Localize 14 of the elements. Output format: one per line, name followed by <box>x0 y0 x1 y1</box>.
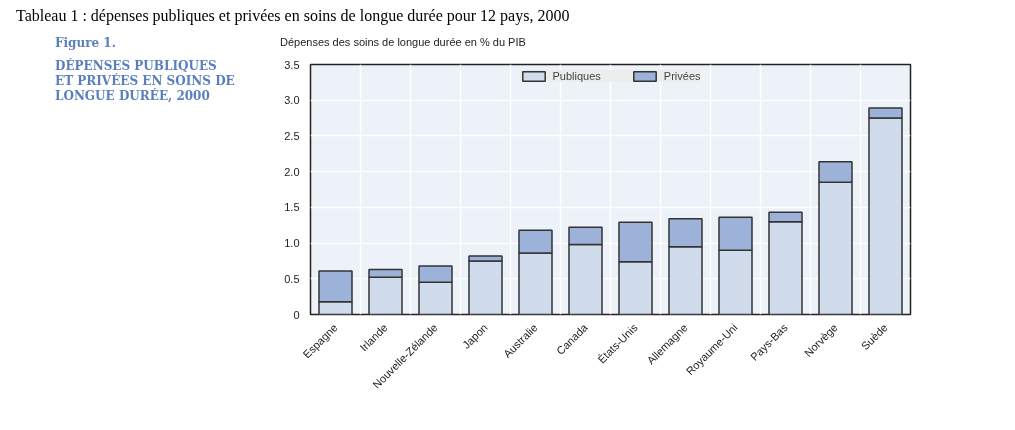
y-tick-label: 1.0 <box>284 237 300 250</box>
y-tick-label: 1.5 <box>284 201 300 214</box>
y-tick-label: 0.5 <box>284 272 300 285</box>
y-axis-title: Dépenses des soins de longue durée en % du PIB <box>280 35 526 50</box>
legend-label: Publiques <box>552 70 601 82</box>
y-tick-label: 0 <box>293 308 300 321</box>
y-tick-label: 2.0 <box>284 165 300 178</box>
text: Tableau 1 : dépenses publiques et privées en soins de longue durée pour 12 pays, 2000 <box>16 6 570 27</box>
y-tick-label: 3.5 <box>284 58 300 71</box>
text: Figure 1. <box>55 36 117 51</box>
y-tick-label: 2.5 <box>284 129 300 142</box>
legend-label: Privées <box>663 70 701 82</box>
text: DÉPENSES PUBLIQUES ET PRIVÉES EN SOINS DE LONGUE DURÉE, 2000 <box>55 59 235 103</box>
y-tick-label: 3.0 <box>284 94 300 107</box>
